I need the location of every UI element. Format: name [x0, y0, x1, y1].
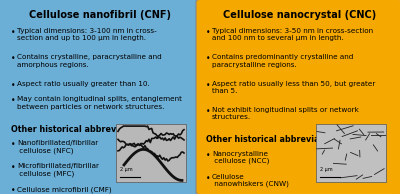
- Text: Nanofibrillated/fibrillar
 cellulose (NFC): Nanofibrillated/fibrillar cellulose (NFC…: [17, 140, 98, 154]
- Text: •: •: [11, 163, 16, 172]
- Text: 2 μm: 2 μm: [320, 167, 333, 172]
- Text: •: •: [11, 28, 16, 37]
- Text: Other historical abbreviations:: Other historical abbreviations:: [206, 135, 345, 144]
- Text: Cellulose nanofibril (CNF): Cellulose nanofibril (CNF): [29, 10, 171, 20]
- Text: •: •: [11, 186, 16, 194]
- Text: •: •: [11, 81, 16, 89]
- Text: Contains predominantly crystalline and
paracrystalline regions.: Contains predominantly crystalline and p…: [212, 54, 353, 68]
- Text: Cellulose
 nanowhiskers (CNW): Cellulose nanowhiskers (CNW): [212, 174, 289, 187]
- Text: Not exhibit longitudinal splits or network
structures.: Not exhibit longitudinal splits or netwo…: [212, 107, 359, 120]
- FancyBboxPatch shape: [316, 124, 386, 182]
- Text: 2 μm: 2 μm: [120, 167, 133, 172]
- FancyBboxPatch shape: [116, 124, 186, 182]
- Text: •: •: [11, 96, 16, 105]
- Text: •: •: [206, 107, 210, 116]
- Text: May contain longitudinal splits, entanglement
between particles or network struc: May contain longitudinal splits, entangl…: [17, 96, 182, 110]
- Text: Aspect ratio usually less than 50, but greater
than 5.: Aspect ratio usually less than 50, but g…: [212, 81, 375, 94]
- Text: •: •: [206, 151, 210, 160]
- Text: •: •: [206, 28, 210, 37]
- Text: •: •: [206, 81, 210, 89]
- Text: Aspect ratio usually greater than 10.: Aspect ratio usually greater than 10.: [17, 81, 150, 87]
- Text: Microfibrillated/fibrillar
 cellulose (MFC): Microfibrillated/fibrillar cellulose (MF…: [17, 163, 99, 177]
- Text: Cellulose nanocrystal (CNC): Cellulose nanocrystal (CNC): [223, 10, 377, 20]
- FancyBboxPatch shape: [196, 0, 400, 194]
- Text: •: •: [206, 174, 210, 183]
- Text: Typical dimensions: 3-100 nm in cross-
section and up to 100 μm in length.: Typical dimensions: 3-100 nm in cross- s…: [17, 28, 156, 41]
- FancyBboxPatch shape: [0, 0, 204, 194]
- Text: Nanocrystalline
 cellulose (NCC): Nanocrystalline cellulose (NCC): [212, 151, 269, 164]
- Text: •: •: [206, 54, 210, 63]
- Text: Typical dimensions: 3-50 nm in cross-section
and 100 nm to several μm in length.: Typical dimensions: 3-50 nm in cross-sec…: [212, 28, 373, 41]
- Text: Other historical abbreviations:: Other historical abbreviations:: [11, 125, 150, 133]
- Text: Cellulose microfibril (CMF): Cellulose microfibril (CMF): [17, 186, 112, 193]
- Text: •: •: [11, 54, 16, 63]
- Text: Contains crystalline, paracrystalline and
amorphous regions.: Contains crystalline, paracrystalline an…: [17, 54, 162, 68]
- Text: •: •: [11, 140, 16, 149]
